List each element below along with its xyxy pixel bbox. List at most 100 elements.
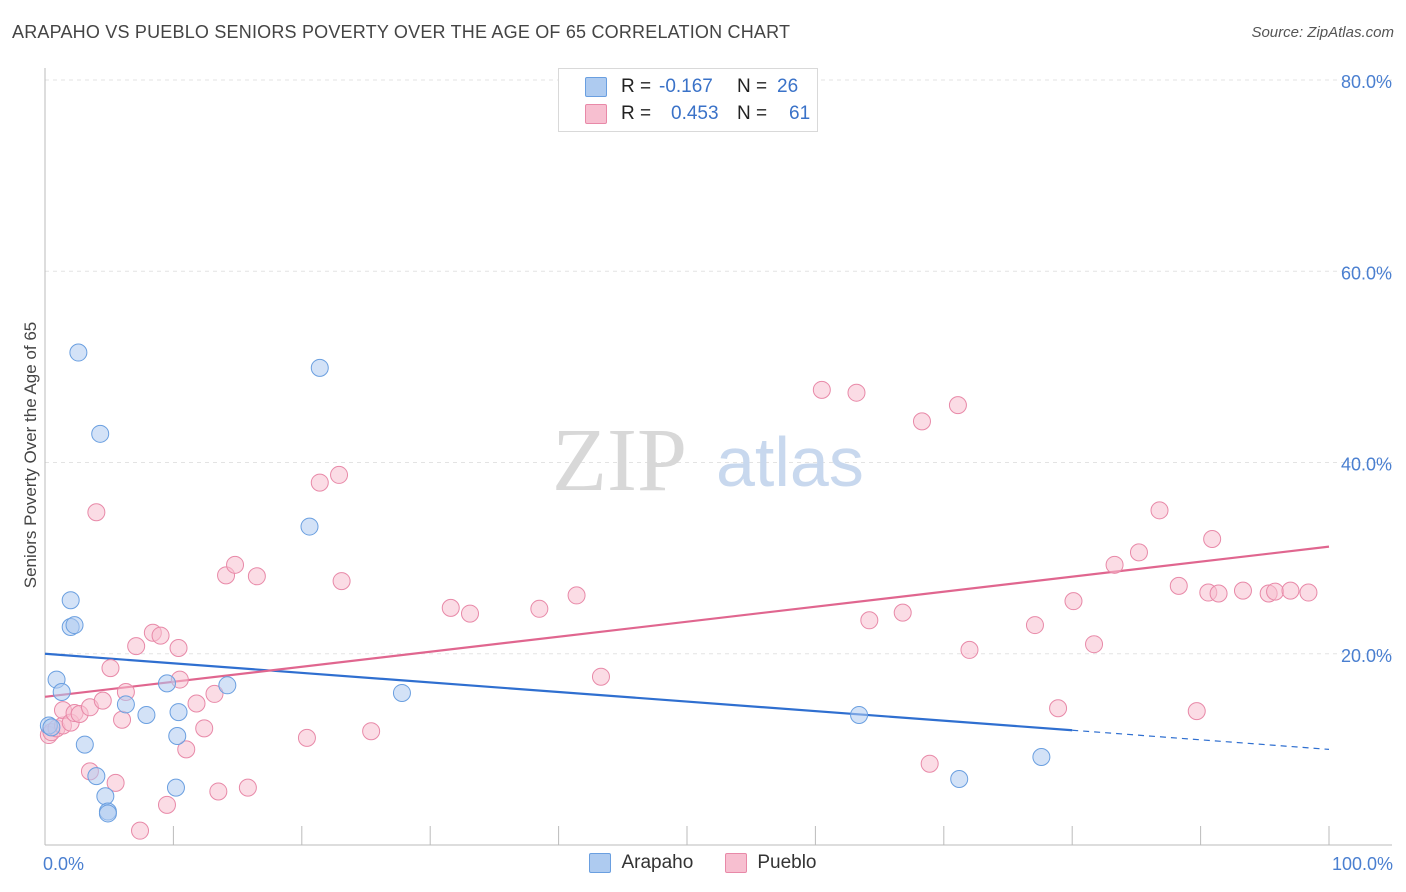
x-tick-labels: 0.0% 100.0% xyxy=(43,854,1393,874)
point-pueblo[interactable] xyxy=(948,396,967,415)
point-pueblo[interactable] xyxy=(1049,699,1068,718)
series-label-arapaho: Arapaho xyxy=(621,852,694,873)
point-pueblo[interactable] xyxy=(101,659,120,678)
point-pueblo[interactable] xyxy=(297,728,316,747)
point-arapaho[interactable] xyxy=(65,616,84,635)
series-label-pueblo: Pueblo xyxy=(757,852,817,873)
point-arapaho[interactable] xyxy=(169,703,188,722)
y-tick-labels: 20.0% 40.0% 60.0% 80.0% xyxy=(1341,72,1392,666)
series-legend-pueblo[interactable]: Pueblo xyxy=(725,852,817,874)
point-arapaho[interactable] xyxy=(310,358,329,377)
point-pueblo[interactable] xyxy=(847,383,866,402)
point-arapaho[interactable] xyxy=(168,726,187,745)
point-pueblo[interactable] xyxy=(461,604,480,623)
point-arapaho[interactable] xyxy=(42,718,61,737)
series-swatch-pueblo xyxy=(725,853,748,873)
point-pueblo[interactable] xyxy=(1064,592,1083,611)
point-arapaho[interactable] xyxy=(1032,748,1051,767)
point-pueblo[interactable] xyxy=(1233,581,1252,600)
point-pueblo[interactable] xyxy=(1105,555,1124,574)
point-pueblo[interactable] xyxy=(209,782,228,801)
point-pueblo[interactable] xyxy=(177,740,196,759)
gridlines xyxy=(45,79,1392,655)
point-pueblo[interactable] xyxy=(1203,530,1222,548)
point-pueblo[interactable] xyxy=(1025,616,1044,635)
point-pueblo[interactable] xyxy=(1129,543,1148,562)
legend-swatch-arapaho xyxy=(585,77,607,97)
point-pueblo[interactable] xyxy=(247,567,266,586)
point-pueblo[interactable] xyxy=(226,555,245,574)
point-arapaho[interactable] xyxy=(87,767,106,786)
point-pueblo[interactable] xyxy=(332,572,351,591)
point-pueblo[interactable] xyxy=(362,722,381,741)
point-pueblo[interactable] xyxy=(960,640,979,659)
point-pueblo[interactable] xyxy=(195,719,214,738)
point-arapaho[interactable] xyxy=(75,735,94,754)
point-pueblo[interactable] xyxy=(591,667,610,686)
point-pueblo[interactable] xyxy=(1266,582,1285,601)
point-pueblo[interactable] xyxy=(920,754,939,773)
legend-n-value-pueblo: 61 xyxy=(789,103,811,124)
point-pueblo[interactable] xyxy=(330,465,349,484)
point-pueblo[interactable] xyxy=(169,639,188,658)
point-pueblo[interactable] xyxy=(1150,501,1169,520)
axes xyxy=(44,68,1392,846)
point-pueblo[interactable] xyxy=(1169,576,1188,595)
point-arapaho[interactable] xyxy=(52,683,71,701)
point-pueblo[interactable] xyxy=(893,603,912,622)
legend-r-label: R = xyxy=(621,76,652,97)
point-pueblo[interactable] xyxy=(205,684,224,703)
point-arapaho[interactable] xyxy=(157,674,176,693)
point-arapaho[interactable] xyxy=(850,705,869,724)
y-tick-label: 80.0% xyxy=(1341,72,1392,92)
point-pueblo[interactable] xyxy=(106,773,125,792)
point-pueblo[interactable] xyxy=(860,611,879,630)
point-pueblo[interactable] xyxy=(93,691,112,710)
data-points[interactable] xyxy=(39,343,1318,840)
y-axis-label: Seniors Poverty Over the Age of 65 xyxy=(21,322,40,588)
point-arapaho[interactable] xyxy=(98,804,117,823)
point-arapaho[interactable] xyxy=(392,683,411,702)
point-pueblo[interactable] xyxy=(812,380,831,399)
legend-r-label: R = xyxy=(621,103,652,124)
point-pueblo[interactable] xyxy=(131,821,150,840)
point-pueblo[interactable] xyxy=(1281,581,1300,600)
point-pueblo[interactable] xyxy=(530,599,549,618)
y-tick-label: 20.0% xyxy=(1341,646,1392,666)
point-pueblo[interactable] xyxy=(1085,635,1104,654)
legend-n-value-arapaho: 26 xyxy=(777,76,799,97)
point-arapaho[interactable] xyxy=(61,591,80,610)
trend-line-arapaho xyxy=(44,652,1073,732)
trend-lines xyxy=(44,545,1330,750)
series-swatch-arapaho xyxy=(589,853,612,873)
point-pueblo[interactable] xyxy=(187,694,206,713)
point-arapaho[interactable] xyxy=(300,517,319,536)
point-arapaho[interactable] xyxy=(218,676,237,695)
point-pueblo[interactable] xyxy=(1299,583,1318,602)
point-pueblo[interactable] xyxy=(127,637,146,656)
point-pueblo[interactable] xyxy=(567,586,586,605)
point-pueblo[interactable] xyxy=(1187,702,1206,721)
point-arapaho[interactable] xyxy=(950,770,969,789)
point-pueblo[interactable] xyxy=(113,710,132,729)
point-pueblo[interactable] xyxy=(238,778,257,797)
legend-swatch-pueblo xyxy=(585,104,607,124)
point-pueblo[interactable] xyxy=(310,473,329,492)
point-arapaho[interactable] xyxy=(116,695,135,714)
point-pueblo[interactable] xyxy=(912,412,931,431)
point-pueblo[interactable] xyxy=(157,795,176,814)
watermark-zip: ZIP xyxy=(552,411,687,510)
series-legend-arapaho[interactable]: Arapaho xyxy=(589,852,693,874)
point-arapaho[interactable] xyxy=(96,787,115,806)
point-arapaho[interactable] xyxy=(166,778,185,797)
point-pueblo[interactable] xyxy=(441,598,460,617)
point-pueblo[interactable] xyxy=(151,626,170,645)
trend-line-extension-arapaho xyxy=(1072,729,1330,750)
point-pueblo[interactable] xyxy=(1209,584,1228,603)
y-tick-label: 60.0% xyxy=(1341,263,1392,283)
point-arapaho[interactable] xyxy=(137,705,156,724)
point-arapaho[interactable] xyxy=(69,343,88,362)
point-arapaho[interactable] xyxy=(91,424,110,443)
point-pueblo[interactable] xyxy=(87,503,106,522)
